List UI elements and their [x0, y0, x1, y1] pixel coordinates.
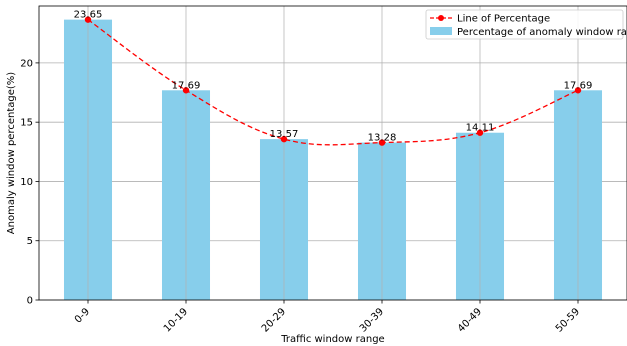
data-label: 17.69 — [564, 80, 593, 91]
legend-bar-label: Percentage of anomaly window range — [457, 27, 627, 38]
legend: Line of Percentage Percentage of anomaly… — [425, 9, 627, 40]
y-tick-label: 20 — [20, 58, 33, 69]
bars-layer — [63, 6, 603, 301]
line-marker — [476, 129, 484, 136]
x-axis-label: Traffic window range — [280, 334, 384, 345]
data-label: 14.11 — [466, 123, 495, 134]
legend-line-label: Line of Percentage — [457, 14, 550, 25]
y-tick-label: 15 — [20, 118, 33, 129]
labels-layer: 23.65 17.69 13.57 13.28 14.11 17.69 — [74, 10, 593, 144]
line-marker — [280, 135, 288, 143]
data-label: 17.69 — [172, 80, 201, 91]
grid-layer — [39, 62, 627, 301]
plot-frame — [38, 5, 627, 301]
y-tick-label: 5 — [27, 236, 33, 247]
x-tick-label: 30-39 — [358, 306, 386, 334]
line-marker — [84, 16, 92, 23]
legend-bar-swatch — [430, 27, 452, 35]
x-tick-label: 10-19 — [162, 306, 190, 334]
line-layer — [84, 16, 582, 146]
data-label: 13.28 — [368, 133, 397, 144]
data-label: 13.57 — [270, 129, 299, 140]
y-axis-label: Anomaly window percentage(%) — [6, 72, 17, 234]
line-marker — [574, 87, 582, 94]
legend-box — [425, 9, 624, 40]
y-tick-label: 10 — [20, 177, 33, 188]
x-tick-label: 50-59 — [554, 306, 582, 334]
x-tick-label: 20-29 — [260, 306, 288, 334]
line-marker — [378, 139, 386, 146]
data-label: 23.65 — [74, 10, 103, 21]
percentage-line — [87, 19, 579, 146]
y-tick-label: 0 — [27, 296, 33, 307]
line-marker — [182, 87, 190, 94]
legend-line-marker — [438, 15, 444, 21]
x-tick-label: 0-9 — [73, 306, 92, 325]
x-tick-label: 40-49 — [456, 306, 484, 334]
